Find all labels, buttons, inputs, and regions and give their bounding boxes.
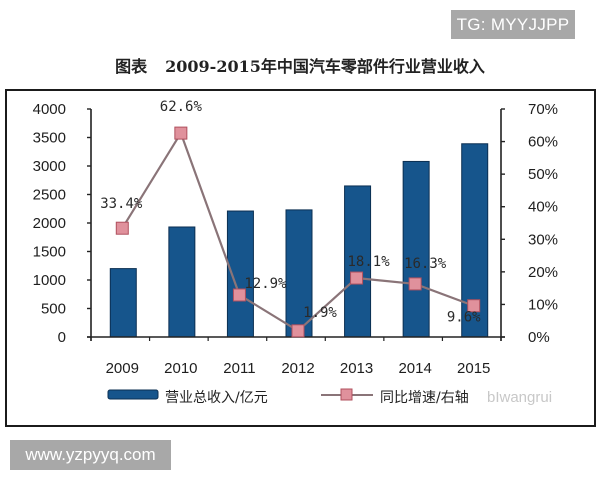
- legend-bar-swatch: [107, 389, 159, 400]
- right-tick-label: 50%: [528, 166, 558, 183]
- left-tick-label: 1500: [33, 244, 66, 261]
- telegram-watermark-badge: TG: MYYJJPP: [451, 10, 575, 39]
- right-tick-label: 0%: [528, 329, 550, 346]
- growth-data-label-2012: 1.9%: [303, 305, 337, 321]
- growth-data-label-2010: 62.6%: [160, 99, 203, 115]
- x-tick-label-2014: 2014: [398, 360, 431, 377]
- legend-marker-swatch: [340, 388, 353, 401]
- left-tick-label: 3000: [33, 158, 66, 175]
- growth-marker-2010: [174, 126, 188, 140]
- chart-title-text: 2009-2015年中国汽车零部件行业营业收入: [165, 57, 485, 76]
- right-tick-label: 60%: [528, 134, 558, 151]
- growth-marker-2009: [115, 221, 129, 235]
- growth-marker-2011: [232, 288, 246, 302]
- right-tick-label: 10%: [528, 296, 558, 313]
- growth-marker-2012: [291, 324, 305, 338]
- x-tick-label-2009: 2009: [106, 360, 139, 377]
- growth-data-label-2014: 16.3%: [404, 256, 447, 272]
- revenue-bar-2009: [109, 268, 137, 338]
- left-tick-label: 0: [58, 329, 66, 346]
- growth-marker-2013: [350, 271, 364, 285]
- legend-bar-label: 营业总收入/亿元: [165, 390, 268, 406]
- x-tick-label-2013: 2013: [340, 360, 373, 377]
- site-watermark-badge: www.yzpyyq.com: [10, 440, 171, 470]
- x-tick-label-2015: 2015: [457, 360, 490, 377]
- revenue-bar-2010: [168, 226, 196, 338]
- legend-line-label: 同比增速/右轴: [380, 390, 469, 406]
- revenue-bar-2012: [285, 209, 313, 338]
- growth-data-label-2009: 33.4%: [100, 196, 143, 212]
- x-tick-label-2010: 2010: [164, 360, 197, 377]
- growth-data-label-2015: 9.6%: [447, 310, 481, 326]
- growth-marker-2015: [467, 299, 481, 313]
- left-tick-label: 1000: [33, 272, 66, 289]
- left-tick-label: 2500: [33, 187, 66, 204]
- left-tick-label: 500: [41, 301, 66, 318]
- left-tick-label: 4000: [33, 101, 66, 118]
- revenue-bar-2013: [344, 185, 372, 338]
- left-tick-label: 2000: [33, 215, 66, 232]
- right-tick-label: 70%: [528, 101, 558, 118]
- left-tick-label: 3500: [33, 130, 66, 147]
- right-tick-label: 30%: [528, 231, 558, 248]
- growth-marker-2014: [408, 277, 422, 291]
- right-tick-label: 20%: [528, 264, 558, 281]
- revenue-bar-2014: [402, 160, 430, 338]
- right-tick-label: 40%: [528, 199, 558, 216]
- legend-watermark-text: bIwangrui: [487, 389, 552, 406]
- chart-title-prefix: 图表: [115, 57, 148, 76]
- x-tick-label-2011: 2011: [223, 360, 255, 377]
- chart-title: 图表 2009-2015年中国汽车零部件行业营业收入: [0, 54, 600, 80]
- growth-data-label-2011: 12.9%: [244, 276, 287, 292]
- growth-data-label-2013: 18.1%: [347, 254, 390, 270]
- x-tick-label-2012: 2012: [281, 360, 314, 377]
